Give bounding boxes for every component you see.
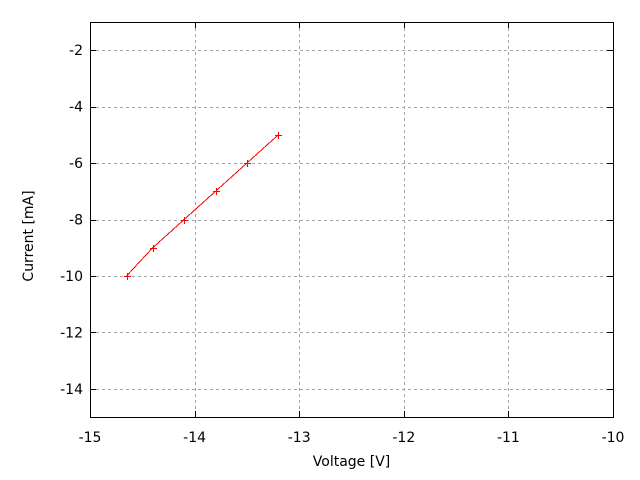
data-point-plus-marker	[150, 245, 157, 252]
y-tick-label: -2	[69, 43, 83, 59]
data-point-plus-marker	[213, 188, 220, 195]
x-tick-label: -13	[288, 430, 311, 446]
y-tick-label: -8	[69, 213, 83, 229]
x-tick-label: -11	[497, 430, 520, 446]
data-point-plus-marker	[244, 160, 251, 167]
x-tick-label: -14	[183, 430, 206, 446]
y-tick-label: -4	[69, 100, 83, 116]
y-tick-label: -12	[60, 325, 83, 341]
y-tick-label: -6	[69, 156, 83, 172]
x-axis-title: Voltage [V]	[312, 454, 391, 470]
x-tick-label: -12	[392, 430, 415, 446]
x-tick-label: -10	[602, 430, 625, 446]
y-tick-label: -10	[60, 269, 83, 285]
data-point-plus-marker	[181, 217, 188, 224]
x-tick-label: -15	[79, 430, 102, 446]
data-line	[126, 134, 279, 277]
data-point-plus-marker	[124, 273, 131, 280]
y-tick-label: -14	[60, 382, 83, 398]
plot-border	[90, 22, 614, 418]
data-point-plus-marker	[275, 132, 282, 139]
y-axis-title: Current [mA]	[21, 190, 37, 282]
